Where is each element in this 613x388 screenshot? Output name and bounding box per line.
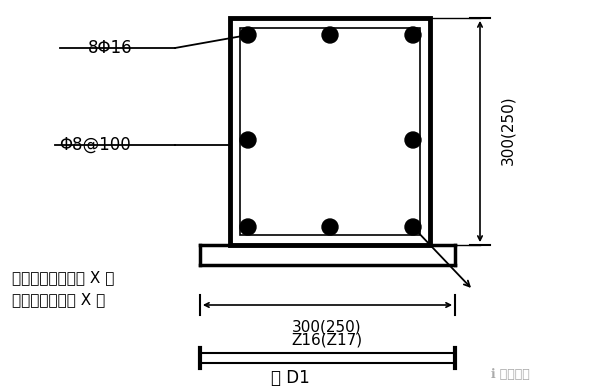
Circle shape [240,27,256,43]
Circle shape [405,219,421,235]
Circle shape [240,219,256,235]
Circle shape [322,219,338,235]
Text: 或工程洽商记录 X 号: 或工程洽商记录 X 号 [12,292,105,307]
Text: 8Φ16: 8Φ16 [88,39,132,57]
Text: 图 D1: 图 D1 [270,369,310,387]
Circle shape [240,132,256,148]
Text: 300(250): 300(250) [500,95,515,165]
Text: ℹ 豆丁施工: ℹ 豆丁施工 [490,369,530,381]
Text: 300(250): 300(250) [292,320,362,335]
Bar [240,28,420,235]
Text: Φ8@100: Φ8@100 [59,136,131,154]
Circle shape [322,27,338,43]
Bar [230,18,430,245]
Text: Z16(Z17): Z16(Z17) [291,333,362,348]
Circle shape [405,132,421,148]
Circle shape [405,27,421,43]
Text: 见设计变更通知单 X 号: 见设计变更通知单 X 号 [12,270,115,285]
